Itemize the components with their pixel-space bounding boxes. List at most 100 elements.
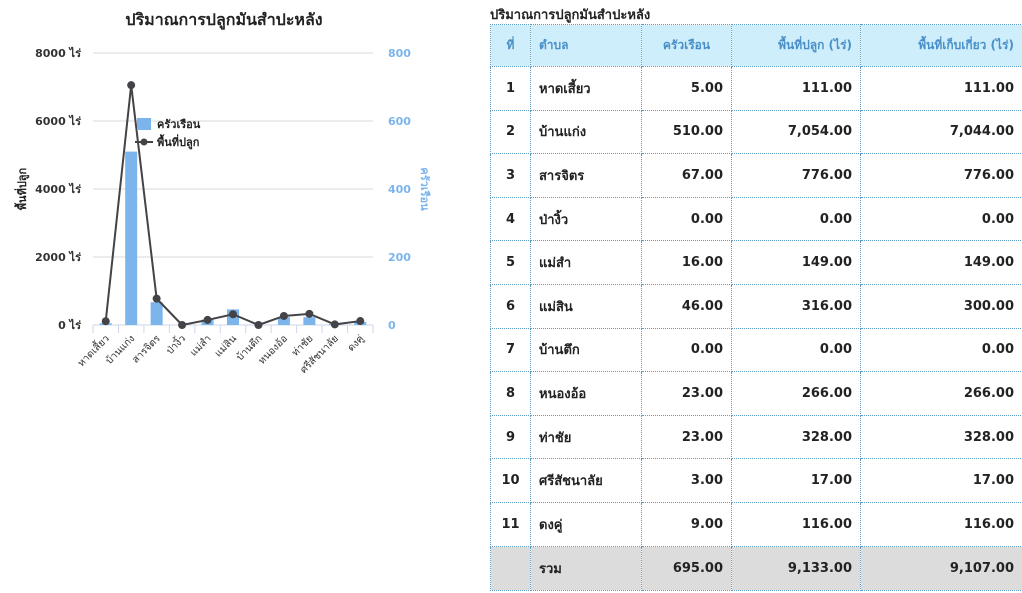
line-point[interactable] (330, 320, 339, 329)
table-row[interactable]: 7 บ้านตึก 0.00 0.00 0.00 (490, 327, 1022, 373)
table-row[interactable]: 3 สารจิตร 67.00 776.00 776.00 (490, 153, 1022, 198)
row-no-cell: 9 (490, 414, 531, 460)
row-no-cell: 8 (490, 371, 531, 416)
line-series (101, 81, 365, 329)
table-row[interactable]: 1 หาดเสี้ยว 5.00 111.00 111.00 (490, 66, 1022, 111)
bar[interactable] (277, 317, 290, 325)
y-tick-label: 4000 ไร่ (35, 182, 81, 196)
line-point[interactable] (305, 309, 314, 318)
y2-tick-label: 800 (388, 47, 411, 60)
table-row[interactable]: 5 แม่สำ 16.00 149.00 149.00 (490, 240, 1022, 285)
total-harvested: 9,107.00 (860, 545, 1022, 591)
table-row[interactable]: 2 บ้านแก่ง 510.00 7,054.00 7,044.00 (490, 109, 1022, 155)
header-families[interactable]: ครัวเรือน (641, 24, 732, 67)
row-harvested-cell: 149.00 (860, 240, 1022, 285)
table-row[interactable]: 11 ดงคู่ 9.00 116.00 116.00 (490, 501, 1022, 547)
row-harvested-cell: 7,044.00 (860, 109, 1022, 155)
table-header-row: ที่ ตำบล ครัวเรือน พื้นที่ปลูก (ไร่) พื้… (490, 24, 1022, 67)
legend-item-families[interactable]: ครัวเรือน (157, 118, 201, 131)
row-planted-cell: 149.00 (731, 240, 861, 285)
y2-tick-label: 600 (388, 115, 411, 128)
row-families-cell: 510.00 (641, 109, 732, 155)
row-no-cell: 4 (490, 196, 531, 242)
total-families: 695.00 (641, 545, 732, 591)
row-planted-cell: 0.00 (731, 327, 861, 373)
row-families-cell: 46.00 (641, 283, 732, 329)
table-total-row: รวม 695.00 9,133.00 9,107.00 (490, 545, 1022, 591)
row-no-cell: 6 (490, 283, 531, 329)
y-tick-label: 0 ไร่ (58, 318, 81, 332)
row-harvested-cell: 0.00 (860, 196, 1022, 242)
row-planted-cell: 776.00 (731, 153, 861, 198)
legend-item-planted[interactable]: พื้นที่ปลูก (157, 134, 200, 150)
line-point[interactable] (101, 317, 110, 326)
row-subdistrict-cell: บ้านแก่ง (530, 109, 642, 155)
row-families-cell: 0.00 (641, 327, 732, 373)
bar[interactable] (125, 151, 138, 325)
chart-title: ปริมาณการปลูกมันสำปะหลัง (125, 10, 322, 31)
row-harvested-cell: 266.00 (860, 371, 1022, 416)
table-row[interactable]: 10 ศรีสัชนาลัย 3.00 17.00 17.00 (490, 458, 1022, 503)
row-planted-cell: 266.00 (731, 371, 861, 416)
row-subdistrict-cell: ท่าชัย (530, 414, 642, 460)
header-harvested-area[interactable]: พื้นที่เก็บเกี่ยว (ไร่) (860, 24, 1022, 67)
table-row[interactable]: 4 ป่างิ้ว 0.00 0.00 0.00 (490, 196, 1022, 242)
row-families-cell: 0.00 (641, 196, 732, 242)
table-row[interactable]: 6 แม่สิน 46.00 316.00 300.00 (490, 283, 1022, 329)
table-row[interactable]: 8 หนองอ้อ 23.00 266.00 266.00 (490, 371, 1022, 416)
row-no-cell: 7 (490, 327, 531, 373)
header-subdistrict[interactable]: ตำบล (530, 24, 642, 67)
line-point[interactable] (203, 315, 212, 324)
row-harvested-cell: 328.00 (860, 414, 1022, 460)
bar[interactable] (150, 302, 163, 325)
bar[interactable] (303, 317, 316, 325)
row-families-cell: 3.00 (641, 458, 732, 503)
combo-chart: ปริมาณการปลูกมันสำปะหลัง 0 ไร่ 0 2000 ไร่ 2… (14, 10, 431, 376)
header-no[interactable]: ที่ (490, 24, 531, 67)
row-planted-cell: 328.00 (731, 414, 861, 460)
line-point[interactable] (127, 81, 136, 90)
x-tick-label: สารจิตร (130, 333, 163, 366)
row-planted-cell: 116.00 (731, 501, 861, 547)
table-body: 1 หาดเสี้ยว 5.00 111.00 111.00 2 บ้านแก่ง 510.0… (490, 66, 1022, 547)
legend[interactable]: ครัวเรือน พื้นที่ปลูก (135, 118, 201, 150)
line-point[interactable] (178, 321, 187, 329)
row-subdistrict-cell: ศรีสัชนาลัย (530, 458, 642, 503)
row-planted-cell: 7,054.00 (731, 109, 861, 155)
row-subdistrict-cell: ป่างิ้ว (530, 196, 642, 242)
row-planted-cell: 0.00 (731, 196, 861, 242)
y2-tick-label: 0 (388, 319, 396, 332)
row-subdistrict-cell: แม่สิน (530, 283, 642, 329)
line-point[interactable] (229, 310, 237, 319)
row-planted-cell: 17.00 (731, 458, 861, 503)
header-planted-area[interactable]: พื้นที่ปลูก (ไร่) (731, 24, 861, 67)
row-subdistrict-cell: แม่สำ (530, 240, 642, 285)
row-harvested-cell: 116.00 (860, 501, 1022, 547)
total-no-cell (490, 545, 531, 591)
bar-series (99, 151, 367, 325)
table-row[interactable]: 9 ท่าชัย 23.00 328.00 328.00 (490, 414, 1022, 460)
y-tick-label: 6000 ไร่ (35, 114, 81, 128)
line-point[interactable] (356, 317, 365, 326)
line-point[interactable] (279, 311, 288, 320)
data-table: ที่ ตำบล ครัวเรือน พื้นที่ปลูก (ไร่) พื้… (490, 24, 1022, 591)
row-planted-cell: 316.00 (731, 283, 861, 329)
row-families-cell: 16.00 (641, 240, 732, 285)
axis-ticks: 0 ไร่ 0 2000 ไร่ 200 4000 ไร่ 400 6000 ไร่ 600 8… (35, 46, 411, 376)
line-point[interactable] (254, 321, 263, 329)
row-families-cell: 23.00 (641, 371, 732, 416)
chart-panel: ปริมาณการปลูกมันสำปะหลัง 0 ไร่ 0 2000 ไร่ 2… (0, 0, 480, 593)
x-tick-label: ดงคู่ (346, 333, 367, 354)
x-tick-label: หาดเสี้ยว (74, 331, 112, 369)
row-no-cell: 5 (490, 240, 531, 285)
row-harvested-cell: 300.00 (860, 283, 1022, 329)
total-label: รวม (530, 545, 642, 591)
row-harvested-cell: 776.00 (860, 153, 1022, 198)
row-families-cell: 9.00 (641, 501, 732, 547)
legend-line-marker (140, 138, 148, 146)
row-harvested-cell: 17.00 (860, 458, 1022, 503)
row-families-cell: 23.00 (641, 414, 732, 460)
legend-bar-swatch (137, 118, 151, 130)
x-tick-label: แม่สำ (188, 333, 213, 358)
line-point[interactable] (152, 294, 161, 303)
